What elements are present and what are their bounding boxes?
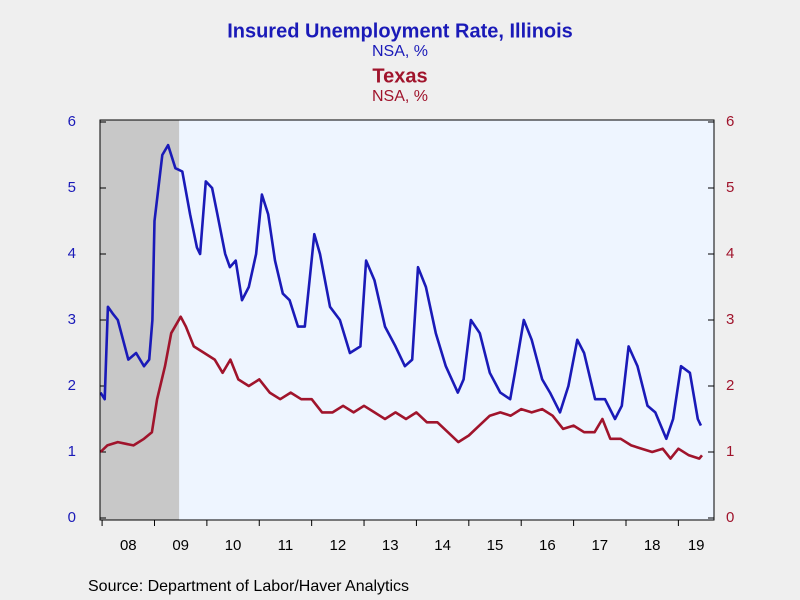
y2-tick-label: 0	[726, 509, 734, 526]
y2-tick-label: 5	[726, 179, 734, 196]
chart-subtitle-2: NSA, %	[372, 88, 428, 105]
x-tick-label: 15	[487, 537, 504, 554]
y2-tick-label: 1	[726, 443, 734, 460]
x-tick-label: 19	[688, 537, 705, 554]
y-tick-label: 2	[68, 377, 76, 394]
y2-tick-label: 4	[726, 245, 734, 262]
y-tick-label: 6	[68, 113, 76, 130]
x-tick-label: 16	[539, 537, 556, 554]
y-tick-label: 5	[68, 179, 76, 196]
x-tick-label: 18	[644, 537, 661, 554]
x-tick-label: 11	[278, 537, 294, 554]
y-tick-label: 3	[68, 311, 76, 328]
x-tick-label: 08	[120, 537, 137, 554]
chart-subtitle: NSA, %	[372, 43, 428, 60]
x-tick-label: 13	[382, 537, 399, 554]
plot-frame	[99, 119, 715, 521]
y-tick-label: 1	[68, 443, 76, 460]
recession-shade	[100, 120, 180, 520]
y-tick-label: 4	[68, 245, 76, 262]
y2-tick-label: 2	[726, 377, 734, 394]
x-tick-label: 10	[225, 537, 242, 554]
x-tick-label: 17	[591, 537, 608, 554]
y2-tick-label: 6	[726, 113, 734, 130]
series-line	[99, 315, 704, 460]
x-tick-label: 09	[172, 537, 189, 554]
x-tick-label: 12	[330, 537, 347, 554]
y2-tick-label: 3	[726, 311, 734, 328]
plot-area	[100, 120, 714, 520]
series-line	[99, 143, 703, 441]
source-note: Source: Department of Labor/Haver Analyt…	[88, 578, 409, 595]
chart-title: Insured Unemployment Rate, Illinois	[227, 20, 573, 42]
x-tick-label: 14	[434, 537, 451, 554]
chart-title-2: Texas	[372, 65, 427, 87]
y-tick-label: 0	[68, 509, 76, 526]
